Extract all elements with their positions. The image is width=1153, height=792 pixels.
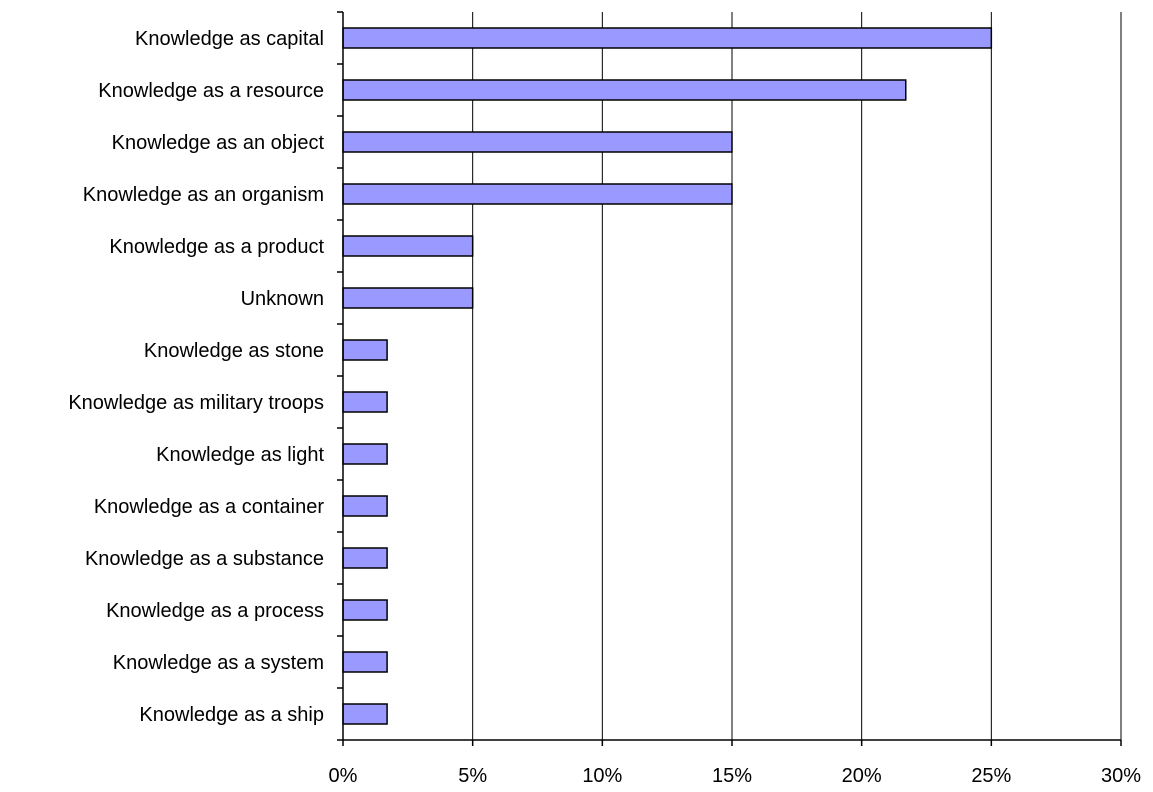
x-tick-label-4: 20% (842, 765, 882, 787)
category-label-1: Knowledge as a resource (98, 80, 324, 102)
bar-12 (342, 651, 388, 673)
x-tick-label-5: 25% (971, 765, 1011, 787)
bar-9 (342, 495, 388, 517)
category-label-11: Knowledge as a process (106, 600, 324, 622)
category-label-12: Knowledge as a system (113, 652, 324, 674)
bar-layer (342, 27, 993, 725)
x-tick-label-2: 10% (582, 765, 622, 787)
category-label-0: Knowledge as capital (135, 28, 324, 50)
bar-7 (342, 391, 388, 413)
bar-3 (342, 183, 733, 205)
label-layer: Knowledge as capital Knowledge as a resou… (68, 28, 1141, 787)
category-label-13: Knowledge as a ship (139, 704, 324, 726)
bar-2 (342, 131, 733, 153)
x-tick-label-0: 0% (329, 765, 358, 787)
bar-13 (342, 703, 388, 725)
x-tick-label-3: 15% (712, 765, 752, 787)
bar-8 (342, 443, 388, 465)
category-label-2: Knowledge as an object (112, 132, 325, 154)
category-label-8: Knowledge as light (156, 444, 324, 466)
bar-1 (342, 79, 907, 101)
bar-0 (342, 27, 993, 49)
x-tick-label-1: 5% (458, 765, 487, 787)
bar-5 (342, 287, 474, 309)
grid-layer (472, 12, 1122, 740)
category-label-7: Knowledge as military troops (68, 392, 324, 414)
category-label-6: Knowledge as stone (144, 340, 324, 362)
category-label-5: Unknown (241, 288, 324, 310)
category-label-4: Knowledge as a product (109, 236, 324, 258)
category-label-9: Knowledge as a container (94, 496, 324, 518)
category-label-10: Knowledge as a substance (85, 548, 324, 570)
category-label-3: Knowledge as an organism (83, 184, 324, 206)
bar-6 (342, 339, 388, 361)
bar-4 (342, 235, 474, 257)
axis-layer (337, 11, 1122, 746)
x-tick-label-6: 30% (1101, 765, 1141, 787)
bar-11 (342, 599, 388, 621)
bar-10 (342, 547, 388, 569)
